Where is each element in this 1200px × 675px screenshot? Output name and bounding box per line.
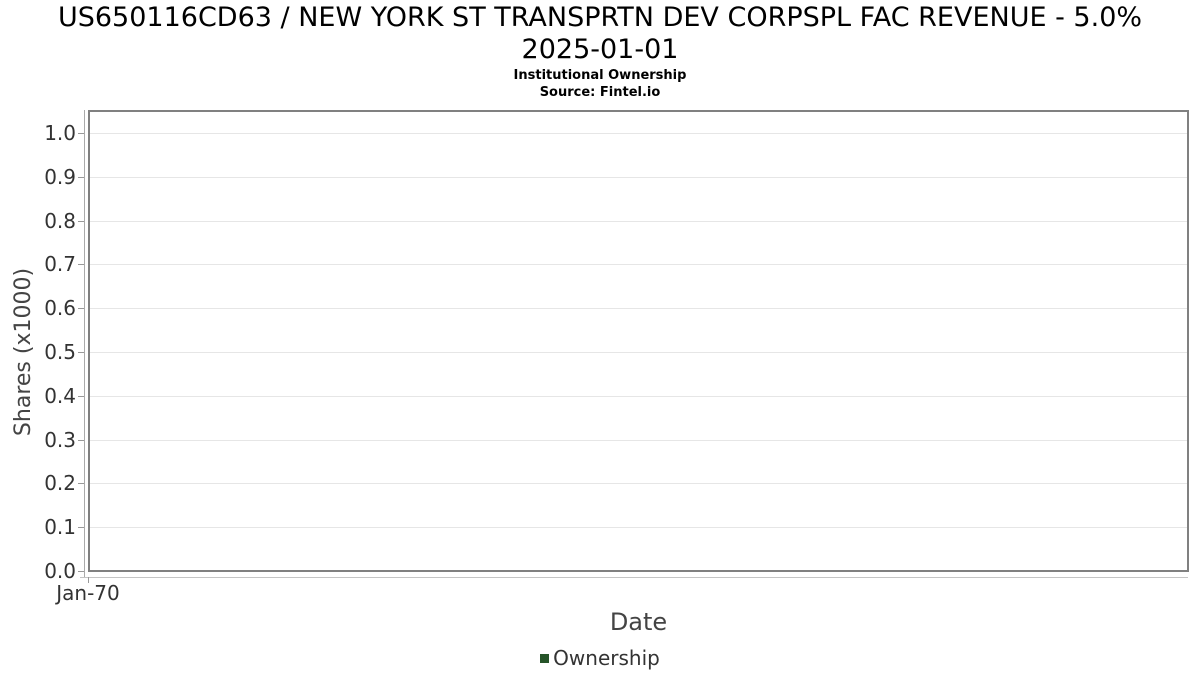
y-tick-mark	[78, 483, 84, 485]
chart-title-line2: 2025-01-01	[521, 34, 679, 65]
y-tick-label: 0.2	[44, 471, 76, 496]
x-axis-line	[80, 577, 1188, 578]
gridline	[90, 395, 1187, 397]
y-tick-mark	[78, 527, 84, 529]
legend-item-ownership[interactable]: Ownership	[0, 645, 1200, 671]
y-tick-label: 1.0	[44, 121, 76, 145]
y-tick-label: 0.3	[44, 427, 76, 452]
gridline	[90, 352, 1187, 353]
y-tick-mark	[78, 220, 84, 222]
y-tick-mark	[78, 264, 84, 266]
y-tick-mark	[78, 352, 84, 353]
y-tick-mark	[78, 395, 84, 397]
y-tick-label: 0.7	[44, 252, 76, 277]
gridline	[90, 527, 1187, 529]
chart-source-note: Source: Fintel.io	[539, 85, 661, 100]
y-tick-label: 0.9	[44, 164, 76, 189]
x-axis-tick-mark	[88, 577, 89, 583]
y-tick-mark	[78, 308, 84, 310]
gridline	[90, 308, 1187, 310]
y-tick-label: 0.0	[44, 559, 76, 583]
gridline	[90, 176, 1187, 178]
chart-subtitle: Institutional Ownership	[513, 68, 687, 83]
gridline	[90, 220, 1187, 222]
y-tick-label: 0.5	[44, 340, 76, 364]
gridline	[90, 439, 1187, 441]
y-tick-mark	[78, 133, 84, 134]
y-tick-label: 0.4	[44, 383, 76, 408]
legend-label-ownership: Ownership	[553, 646, 660, 670]
chart-title: US650116CD63 / NEW YORK ST TRANSPRTN DEV…	[0, 2, 1200, 66]
y-tick-label: 0.8	[44, 208, 76, 233]
y-tick-mark	[78, 571, 84, 572]
plot-area	[88, 110, 1189, 572]
y-tick-mark	[78, 439, 84, 441]
y-tick-label: 0.6	[44, 296, 76, 321]
y-axis-line	[84, 110, 85, 577]
chart-title-line1: US650116CD63 / NEW YORK ST TRANSPRTN DEV…	[57, 2, 1143, 33]
y-tick-label: 0.1	[44, 515, 76, 540]
x-axis-title: Date	[609, 608, 668, 636]
legend-marker-ownership-icon	[540, 653, 550, 663]
y-tick-mark	[78, 176, 84, 178]
gridline	[90, 483, 1187, 485]
gridline	[90, 133, 1187, 134]
x-tick-label: Jan-70	[56, 581, 120, 605]
gridline	[90, 264, 1187, 266]
